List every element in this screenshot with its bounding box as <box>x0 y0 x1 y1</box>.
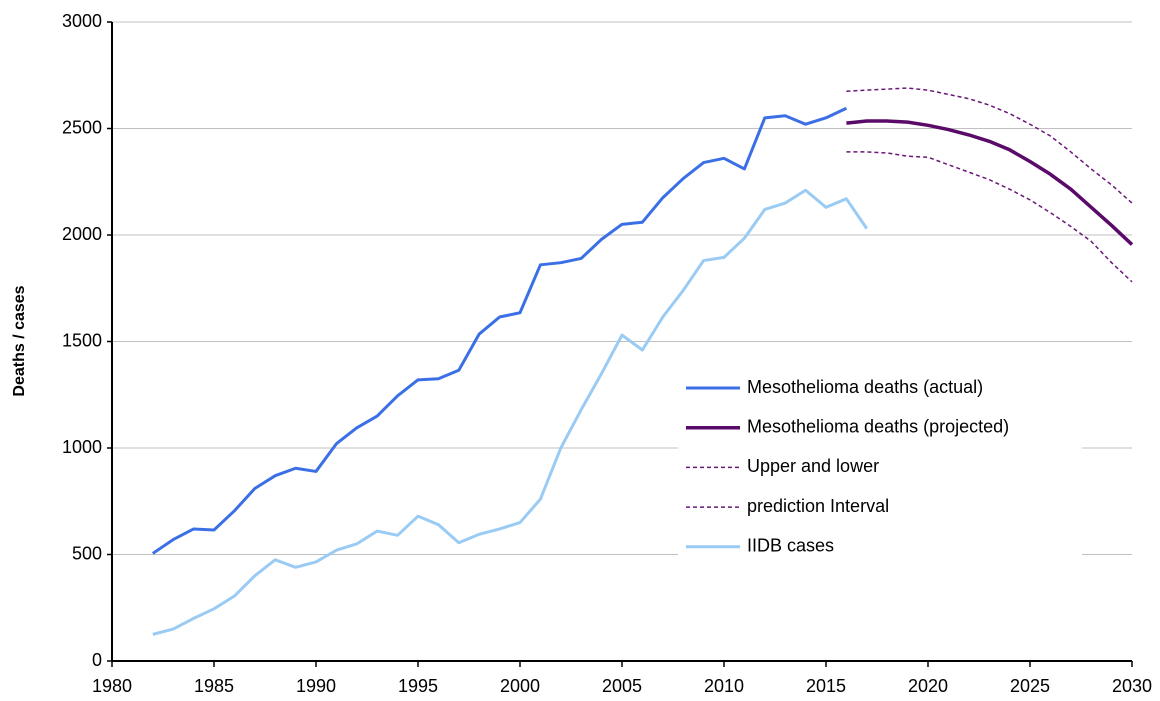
y-tick-label: 3000 <box>62 11 102 31</box>
x-tick-label: 2005 <box>602 676 642 696</box>
x-tick-label: 1990 <box>296 676 336 696</box>
series-line <box>846 87 1133 204</box>
legend-label: IIDB cases <box>747 536 834 556</box>
x-tick-label: 2025 <box>1010 676 1050 696</box>
y-tick-label: 500 <box>72 543 102 563</box>
legend-label: Upper and lower <box>747 456 879 476</box>
x-tick-label: 2000 <box>500 676 540 696</box>
x-tick-label: 2010 <box>704 676 744 696</box>
x-tick-label: 2020 <box>908 676 948 696</box>
y-axis-label: Deaths / cases <box>11 285 28 396</box>
y-tick-label: 2500 <box>62 117 102 137</box>
y-tick-label: 1500 <box>62 330 102 350</box>
x-tick-label: 1980 <box>92 676 132 696</box>
x-tick-label: 2015 <box>806 676 846 696</box>
y-tick-label: 1000 <box>62 437 102 457</box>
legend-label: prediction Interval <box>747 496 889 516</box>
x-tick-label: 1995 <box>398 676 438 696</box>
x-tick-label: 2030 <box>1112 676 1152 696</box>
series-line <box>846 151 1133 283</box>
legend-label: Mesothelioma deaths (projected) <box>747 416 1009 436</box>
series-line <box>846 119 1134 246</box>
series-line <box>152 188 869 636</box>
series-line <box>151 106 848 555</box>
y-tick-label: 0 <box>92 650 102 670</box>
x-tick-label: 1985 <box>194 676 234 696</box>
legend-label: Mesothelioma deaths (actual) <box>747 377 983 397</box>
y-tick-label: 2000 <box>62 224 102 244</box>
legend-box <box>678 368 1082 568</box>
